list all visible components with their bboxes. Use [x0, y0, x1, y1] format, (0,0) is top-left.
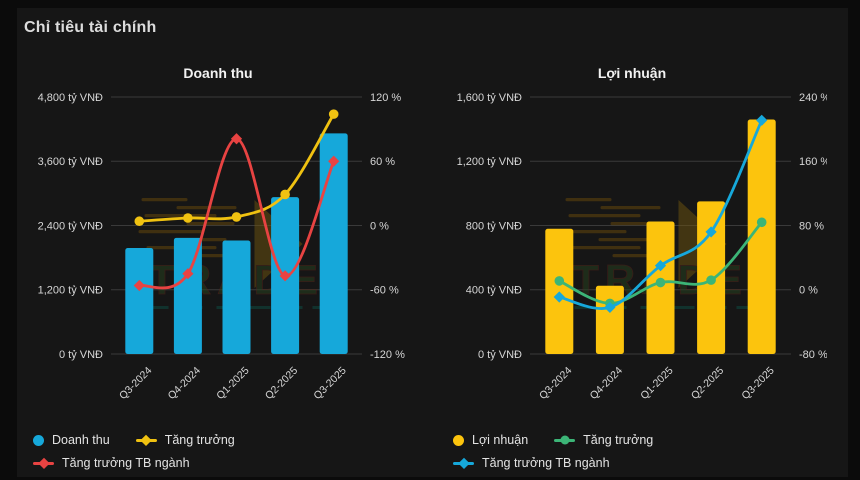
y-axis-label-left: 800 tỷ VNĐ: [466, 220, 522, 232]
profit-chart: Lợi nhuận 0 tỷ VNĐ -80 % 400 tỷ VNĐ 0 % 800 …: [437, 62, 827, 408]
x-axis-label: Q2-2025: [263, 365, 300, 402]
point-marker: [134, 216, 145, 227]
x-axis-label: Q1-2025: [214, 365, 251, 402]
revenue-chart: Doanh thu 0 tỷ VNĐ -120 % 1,200 tỷ VNĐ -60 …: [23, 62, 413, 408]
x-axis-label: Q4-2024: [166, 365, 203, 402]
y-axis-label-left: 4,800 tỷ VNĐ: [38, 92, 103, 104]
legend-marker-icon: [453, 457, 474, 469]
legend-label: Lợi nhuận: [472, 433, 529, 447]
point-marker: [654, 260, 667, 272]
y-axis-label-right: -60 %: [370, 285, 399, 297]
y-axis-label-left: 2,400 tỷ VNĐ: [38, 220, 103, 232]
bar: [125, 247, 154, 354]
point-marker: [231, 212, 242, 222]
revenue-chart-canvas: 0 tỷ VNĐ -120 % 1,200 tỷ VNĐ -60 % 2,400 tỷ …: [38, 92, 405, 402]
profit-chart-legend: Lợi nhuận Tăng trưởng Tăng trưởng TB ngành: [453, 432, 813, 471]
profit-chart-canvas: 0 tỷ VNĐ -80 % 400 tỷ VNĐ 0 % 800 tỷ VNĐ 80 %…: [457, 92, 827, 402]
y-axis-label-left: 3,600 tỷ VNĐ: [38, 156, 103, 168]
point-marker: [554, 276, 565, 286]
y-axis-label-left: 0 tỷ VNĐ: [59, 349, 103, 361]
y-axis-label-right: 80 %: [799, 220, 824, 232]
y-axis-label-left: 1,600 tỷ VNĐ: [457, 92, 522, 104]
y-axis-label-right: -120 %: [370, 349, 405, 361]
legend-marker-icon: [33, 434, 44, 446]
point-marker: [756, 114, 768, 126]
y-axis-label-right: 0 %: [799, 285, 818, 297]
point-marker: [328, 109, 339, 119]
legend-marker-icon: [33, 457, 54, 469]
bar: [646, 221, 675, 354]
point-marker: [279, 270, 291, 282]
bar: [747, 119, 776, 354]
point-marker: [328, 155, 340, 167]
x-axis-label: Q2-2025: [689, 365, 726, 402]
point-marker: [705, 226, 717, 238]
x-axis-label: Q1-2025: [638, 365, 675, 402]
line-series: [137, 112, 336, 223]
x-axis-label: Q3-2024: [117, 365, 154, 402]
legend-item[interactable]: Lợi nhuận: [453, 432, 528, 448]
y-axis-label-left: 1,200 tỷ VNĐ: [38, 285, 103, 297]
x-axis-label: Q3-2025: [739, 365, 776, 402]
y-axis-label-left: 0 tỷ VNĐ: [478, 349, 522, 361]
bar: [319, 133, 348, 354]
bar: [222, 240, 251, 354]
point-marker: [230, 133, 243, 145]
legend-label: Tăng trưởng: [583, 433, 654, 447]
financial-indicators-panel: Chỉ tiêu tài chính Doanh thu 0 tỷ VNĐ -12…: [17, 8, 848, 477]
bar: [545, 228, 574, 354]
x-axis-label: Q3-2024: [537, 365, 574, 402]
legend-label: Tăng trưởng: [164, 433, 235, 447]
y-axis-label-left: 1,200 tỷ VNĐ: [457, 156, 522, 168]
legend-label: Tăng trưởng TB ngành: [62, 456, 190, 470]
y-axis-label-right: 240 %: [799, 92, 827, 104]
line-series: [557, 118, 764, 310]
y-axis-label-right: 60 %: [370, 156, 395, 168]
y-axis-label-right: -80 %: [799, 349, 827, 361]
legend-label: Doanh thu: [52, 433, 110, 447]
y-axis-label-left: 400 tỷ VNĐ: [466, 285, 522, 297]
point-marker: [706, 275, 716, 285]
legend-item[interactable]: Tăng trưởng TB ngành: [33, 455, 190, 471]
revenue-chart-legend: Doanh thu Tăng trưởng Tăng trưởng TB ngành: [33, 432, 393, 471]
point-marker: [756, 217, 767, 228]
legend-item[interactable]: Tăng trưởng: [135, 432, 235, 448]
point-marker: [655, 277, 666, 288]
legend-marker-icon: [554, 435, 576, 445]
bar: [173, 237, 202, 354]
legend-item[interactable]: Tăng trưởng TB ngành: [453, 455, 610, 471]
legend-item[interactable]: Doanh thu: [33, 432, 110, 448]
x-axis-label: Q4-2024: [588, 365, 625, 402]
point-marker: [133, 279, 145, 292]
point-marker: [182, 268, 194, 280]
point-marker: [183, 213, 193, 223]
y-axis-label-right: 160 %: [799, 156, 827, 168]
chart-title-profit: Lợi nhuận: [597, 65, 667, 81]
legend-item[interactable]: Tăng trưởng: [554, 432, 653, 448]
point-marker: [280, 189, 290, 200]
chart-title-revenue: Doanh thu: [183, 65, 253, 81]
panel-title: Chỉ tiêu tài chính: [24, 19, 157, 36]
legend-marker-icon: [453, 434, 464, 446]
x-axis-label: Q3-2025: [311, 365, 348, 402]
legend-marker-icon: [135, 434, 157, 446]
legend-label: Tăng trưởng TB ngành: [482, 456, 610, 470]
y-axis-label-right: 120 %: [370, 92, 401, 104]
y-axis-label-right: 0 %: [370, 220, 389, 232]
bar: [595, 285, 624, 354]
